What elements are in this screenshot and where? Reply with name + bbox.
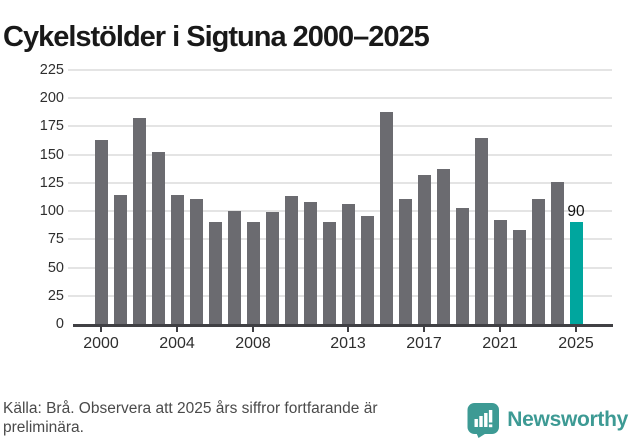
bar-2023 — [531, 199, 545, 324]
gridline-25 — [68, 294, 612, 297]
x-tick-2008 — [252, 327, 254, 332]
bar-2003 — [151, 152, 165, 324]
bar-2022 — [512, 230, 526, 324]
y-axis-label-50: 50 — [47, 259, 64, 276]
bar-2011 — [303, 202, 317, 324]
bar-2013 — [341, 204, 355, 324]
gridline-150 — [68, 153, 612, 156]
bar-2014 — [360, 216, 374, 324]
bar-2009 — [265, 212, 279, 324]
x-tick-2021 — [499, 327, 501, 332]
x-axis-label-2000: 2000 — [83, 335, 119, 352]
bar-2007 — [227, 211, 241, 324]
gridline-225 — [68, 68, 612, 71]
y-axis-label-175: 175 — [39, 118, 64, 135]
y-axis-label-125: 125 — [39, 174, 64, 191]
y-axis-label-100: 100 — [39, 203, 64, 219]
value-label: 90 — [567, 203, 585, 220]
bar-2021 — [493, 220, 507, 324]
bar-2018 — [436, 169, 450, 324]
gridline-100 — [68, 210, 612, 212]
bar-2024 — [550, 182, 564, 324]
bar-2001 — [113, 195, 127, 324]
x-axis-line — [73, 324, 613, 327]
bar-2002 — [132, 118, 146, 324]
y-axis-label-25: 25 — [47, 287, 64, 304]
y-axis-label-0: 0 — [55, 316, 64, 332]
y-axis-label-75: 75 — [47, 231, 64, 248]
x-axis-label-2017: 2017 — [406, 335, 442, 352]
x-axis-label-2025: 2025 — [558, 335, 594, 352]
bar-2019 — [455, 208, 469, 324]
gridline-200 — [68, 97, 612, 99]
chart-title: Cykelstölder i Sigtuna 2000–2025 — [3, 21, 430, 54]
speech-bubble-bar-chart-icon — [467, 402, 500, 438]
x-tick-2013 — [347, 327, 349, 332]
bar-2012 — [322, 222, 336, 324]
x-axis-label-2008: 2008 — [235, 335, 271, 352]
logo-text: Newsworthy — [507, 408, 628, 431]
gridline-50 — [68, 266, 612, 269]
bar-2020 — [474, 138, 488, 324]
gridline-125 — [68, 181, 612, 184]
x-tick-2000 — [100, 327, 102, 332]
bar-2025 — [569, 222, 583, 324]
bar-2005 — [189, 199, 203, 324]
bar-2006 — [208, 222, 222, 324]
gridline-75 — [68, 238, 612, 241]
x-axis-label-2013: 2013 — [330, 335, 366, 352]
x-tick-2017 — [423, 327, 425, 332]
bar-2004 — [170, 195, 184, 324]
gridline-175 — [68, 125, 612, 128]
bar-2016 — [398, 199, 412, 324]
newsworthy-logo: Newsworthy — [467, 402, 628, 438]
y-axis-label-200: 200 — [39, 90, 64, 106]
source-note: Källa: Brå. Observera att 2025 års siffr… — [3, 400, 378, 436]
bar-2010 — [284, 196, 298, 324]
x-axis-label-2004: 2004 — [159, 335, 195, 352]
bar-2008 — [246, 222, 260, 324]
x-tick-2004 — [176, 327, 178, 332]
bar-2000 — [94, 140, 108, 324]
x-tick-2025 — [575, 327, 577, 332]
x-axis-label-2021: 2021 — [482, 335, 518, 352]
y-axis-label-150: 150 — [39, 146, 64, 163]
bar-2017 — [417, 175, 431, 324]
y-axis-label-225: 225 — [39, 61, 64, 78]
bar-2015 — [379, 112, 393, 324]
